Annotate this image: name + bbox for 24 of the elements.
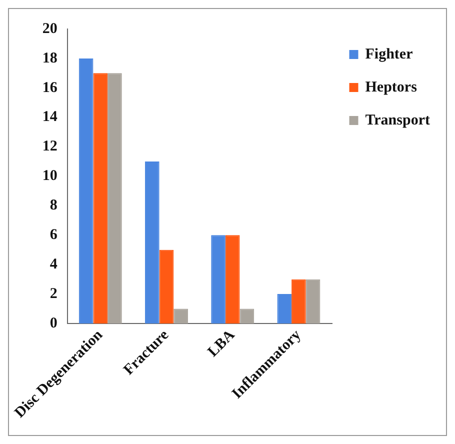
y-tick-label: 14 [42,109,58,126]
bar [211,235,226,324]
y-tick-label: 10 [42,168,58,184]
legend-label: Fighter [365,46,414,62]
legend-label: Transport [365,112,430,128]
legend-label: Heptors [365,79,418,96]
y-tick-label: 0 [50,315,58,332]
bar [108,73,122,324]
bar [225,235,240,324]
bar [306,279,320,324]
y-tick-label: 18 [42,50,58,66]
y-tick-label: 20 [42,20,58,37]
bar [93,73,108,324]
bar [159,250,174,324]
y-tick-label: 2 [50,286,58,302]
bar [78,58,94,324]
y-tick-label: 4 [50,256,58,272]
y-tick-label: 16 [42,80,58,96]
bar [292,279,306,324]
bar [277,294,292,324]
y-tick-label: 8 [50,198,58,214]
y-tick-label: 6 [50,227,58,244]
bar [145,162,160,324]
y-tick-label: 12 [42,138,58,155]
